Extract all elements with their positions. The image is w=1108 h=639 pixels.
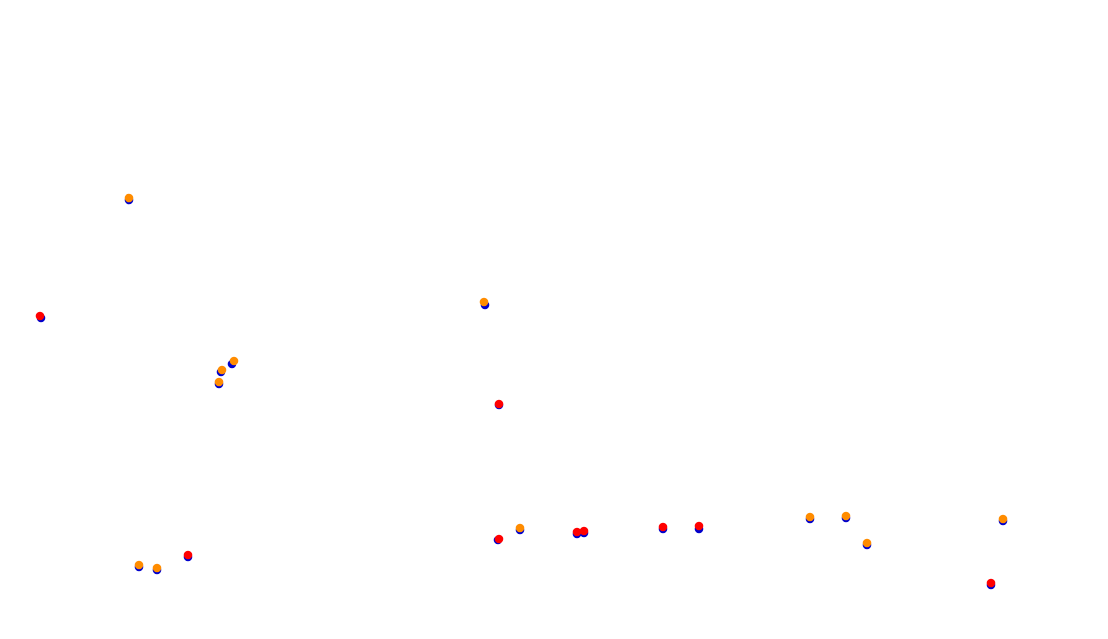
point (35, 311, 45, 321)
point (694, 521, 704, 531)
point (841, 511, 851, 521)
point (134, 560, 144, 570)
point (998, 514, 1008, 524)
point (217, 365, 227, 375)
point (805, 512, 815, 522)
point (124, 193, 134, 203)
point (986, 578, 996, 588)
point (862, 538, 872, 548)
point (658, 522, 668, 532)
point (572, 527, 582, 537)
point (214, 377, 224, 387)
point (494, 399, 504, 409)
point (494, 534, 504, 544)
point (479, 297, 489, 307)
point (515, 523, 525, 533)
point (579, 526, 589, 536)
point (183, 550, 193, 560)
point (229, 356, 239, 366)
point (152, 563, 162, 573)
